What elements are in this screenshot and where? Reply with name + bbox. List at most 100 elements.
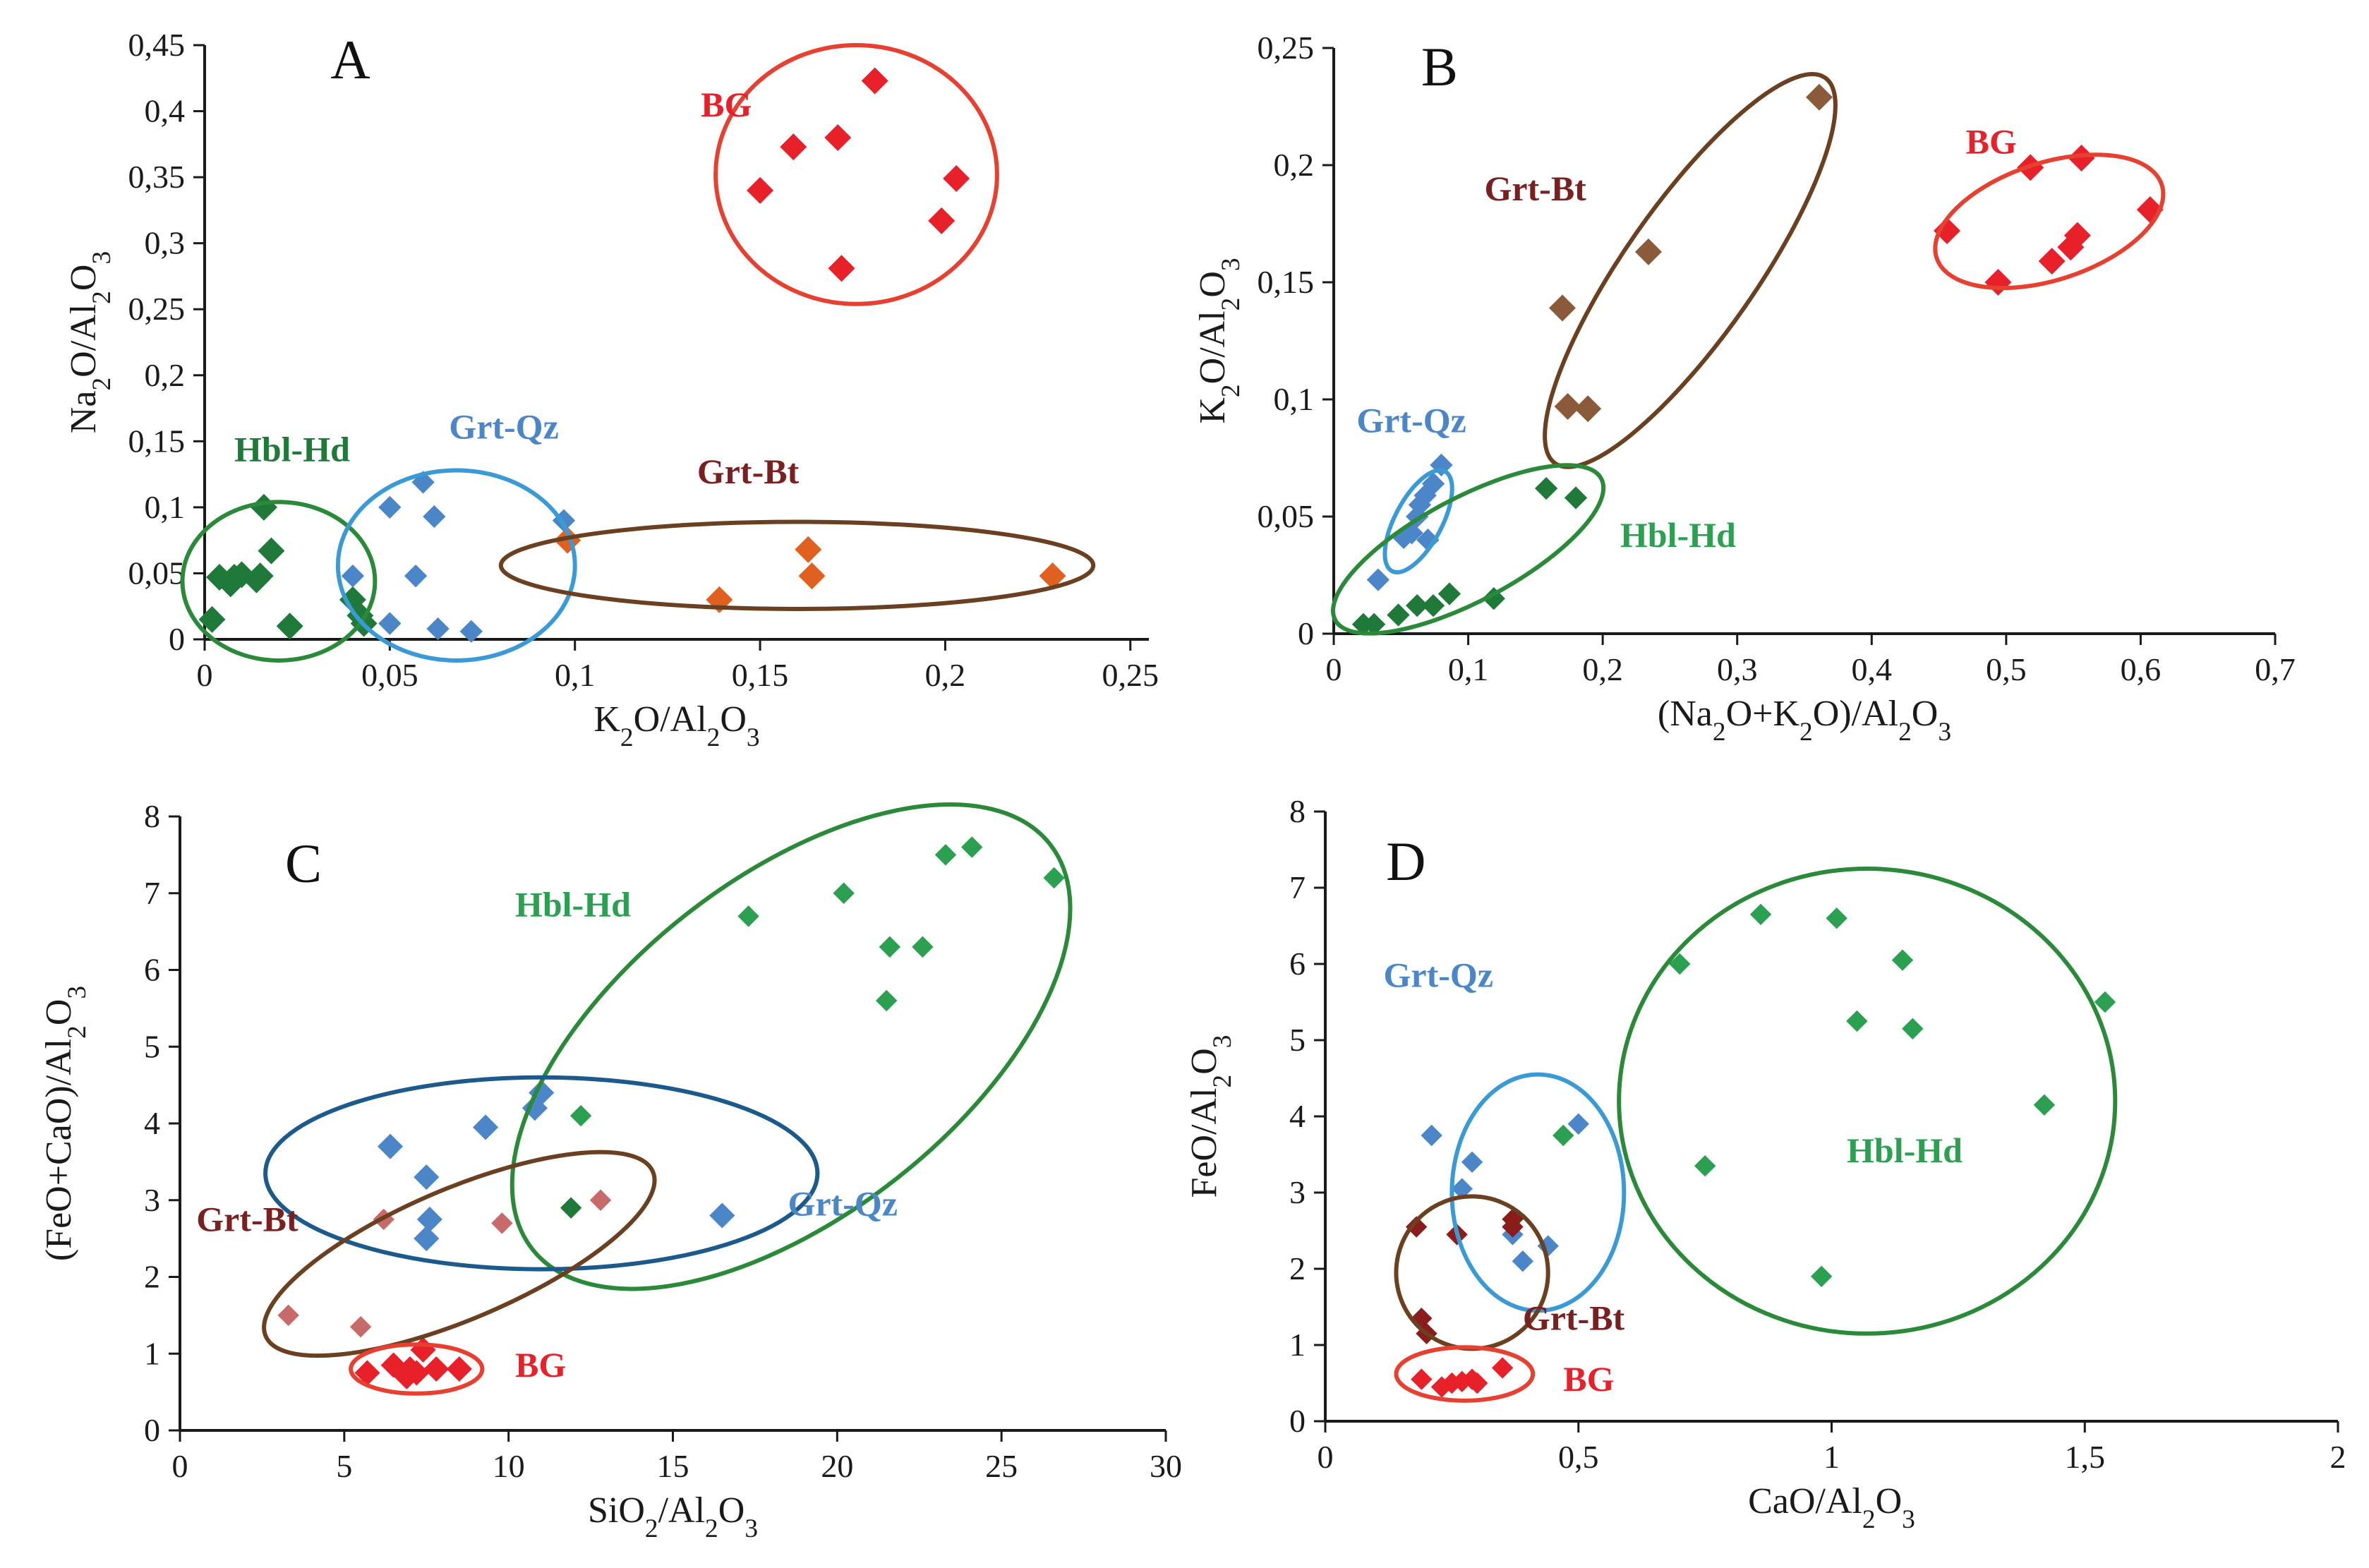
group-label: Grt-Bt xyxy=(1523,1298,1625,1337)
y-axis-title: (FeO+CaO)/Al2O3 xyxy=(39,986,92,1261)
data-point xyxy=(404,1360,430,1386)
y-axis-title: K2O/Al2O3 xyxy=(1193,258,1246,423)
group-label: BG xyxy=(1563,1359,1614,1399)
x-tick-label: 5 xyxy=(336,1448,352,1484)
group-ellipse-grt-bt xyxy=(1543,72,1838,469)
panel-letter: C xyxy=(285,832,322,893)
y-axis-title: FeO/Al2O3 xyxy=(1184,1035,1237,1198)
data-point xyxy=(961,836,983,858)
series-bg xyxy=(1411,1357,1514,1398)
y-tick-label: 0,2 xyxy=(145,357,186,393)
x-tick-label: 30 xyxy=(1150,1448,1182,1484)
panel-c: 0 1 2 3 4 5 6 7 8 0 5 10 15 20 25 30 SiO2/Al2O3 (FeO+CaO)… xyxy=(39,798,1182,1543)
data-point xyxy=(378,495,402,519)
y-tick-label: 0,45 xyxy=(128,27,186,63)
x-tick-label: 15 xyxy=(657,1448,689,1484)
group-label: Grt-Qz xyxy=(449,407,558,447)
series-hbl-hd xyxy=(569,836,1065,1127)
data-point xyxy=(1421,1124,1442,1147)
data-point xyxy=(879,936,901,958)
data-point xyxy=(1043,867,1065,889)
data-point xyxy=(747,176,774,204)
data-point xyxy=(928,207,956,234)
y-tick-label: 6 xyxy=(144,952,160,988)
data-point xyxy=(416,1206,442,1232)
group-label: BG xyxy=(515,1345,566,1385)
y-tick-label: 0,35 xyxy=(128,159,186,195)
data-point xyxy=(1411,1368,1433,1390)
data-point xyxy=(414,1226,440,1252)
data-point xyxy=(1408,493,1432,517)
y-tick-label: 6 xyxy=(1289,946,1306,982)
data-point xyxy=(473,1114,499,1140)
series-grt-qz xyxy=(377,1080,735,1252)
x-tick-label: 0,1 xyxy=(1448,651,1489,687)
data-point xyxy=(1466,1372,1488,1394)
data-point xyxy=(423,1356,450,1382)
y-tick-label: 4 xyxy=(144,1105,160,1141)
y-tick-label: 0 xyxy=(1298,615,1314,651)
x-tick-label: 25 xyxy=(985,1448,1018,1484)
data-point xyxy=(2068,145,2095,172)
data-point xyxy=(1441,1372,1463,1394)
y-tick-label: 1 xyxy=(144,1335,160,1371)
data-point xyxy=(341,565,365,588)
group-ellipse-hbl-hd xyxy=(180,500,378,663)
data-point xyxy=(569,1104,592,1127)
group-label: Grt-Qz xyxy=(1356,400,1466,440)
data-point xyxy=(378,612,402,635)
panel-a: 0 0,05 0,1 0,15 0,2 0,25 0,3 0,35 0,4 0,45 0 0,05 0,… xyxy=(64,27,1159,752)
x-tick-label: 1 xyxy=(1824,1439,1840,1475)
group-ellipse-bg xyxy=(713,43,999,306)
x-tick-label: 0,6 xyxy=(2121,651,2162,687)
data-point xyxy=(1554,392,1581,420)
x-tick-label: 0,05 xyxy=(361,657,418,693)
y-tick-label: 2 xyxy=(1289,1250,1306,1286)
data-point xyxy=(943,164,970,192)
group-ellipse-grt-bt xyxy=(262,1150,657,1358)
y-tick-label: 4 xyxy=(1289,1098,1306,1134)
series-grt-bt xyxy=(1405,1208,1524,1344)
data-point xyxy=(1934,217,1961,244)
y-tick-label: 0,15 xyxy=(128,423,186,459)
data-point xyxy=(1387,603,1410,627)
y-tick-label: 0,4 xyxy=(145,93,186,129)
data-point xyxy=(1405,1216,1428,1238)
y-tick-label: 0,3 xyxy=(145,225,186,261)
group-ellipse-grt-bt xyxy=(498,519,1096,611)
x-axis-title: SiO2/Al2O3 xyxy=(588,1490,758,1543)
data-point xyxy=(828,255,855,282)
panel-b: 0 0,05 0,1 0,15 0,2 0,25 0 0,1 0,2 0,3 0,4 0,5 0,6 0,… xyxy=(1193,30,2296,747)
panel-letter: A xyxy=(330,29,370,90)
x-tick-label: 0,5 xyxy=(1558,1439,1599,1475)
group-label: Grt-Qz xyxy=(788,1184,897,1224)
data-point xyxy=(404,565,428,588)
data-point xyxy=(1491,1357,1514,1379)
data-point xyxy=(446,1356,472,1382)
y-tick-label: 1 xyxy=(1289,1327,1306,1363)
panels-root: 00,050,10,150,20,250,30,350,40,450 0,05 0,… xyxy=(39,27,2346,1543)
data-point xyxy=(1416,529,1440,552)
group-label: Hbl-Hd xyxy=(515,884,631,924)
group-ellipse-grt-qz xyxy=(263,1075,820,1272)
data-point xyxy=(1669,953,1691,975)
group-label: Grt-Qz xyxy=(1384,955,1493,994)
data-point xyxy=(1366,568,1390,591)
data-point xyxy=(1567,1113,1589,1135)
data-point xyxy=(1553,1124,1574,1147)
group-label: Hbl-Hd xyxy=(1620,515,1736,555)
data-point xyxy=(1891,949,1914,971)
data-point xyxy=(1437,582,1461,605)
data-point xyxy=(824,123,852,151)
data-point xyxy=(349,1315,372,1338)
data-point xyxy=(491,1212,513,1234)
group-ellipse-hbl-hd xyxy=(1331,463,1606,636)
group-ellipse-grt-qz xyxy=(1382,468,1454,575)
data-point xyxy=(277,1304,299,1327)
data-point xyxy=(377,1133,404,1159)
data-point xyxy=(1406,594,1429,617)
data-point xyxy=(258,537,285,565)
data-point xyxy=(1749,903,1772,925)
x-tick-label: 0,1 xyxy=(555,657,596,693)
